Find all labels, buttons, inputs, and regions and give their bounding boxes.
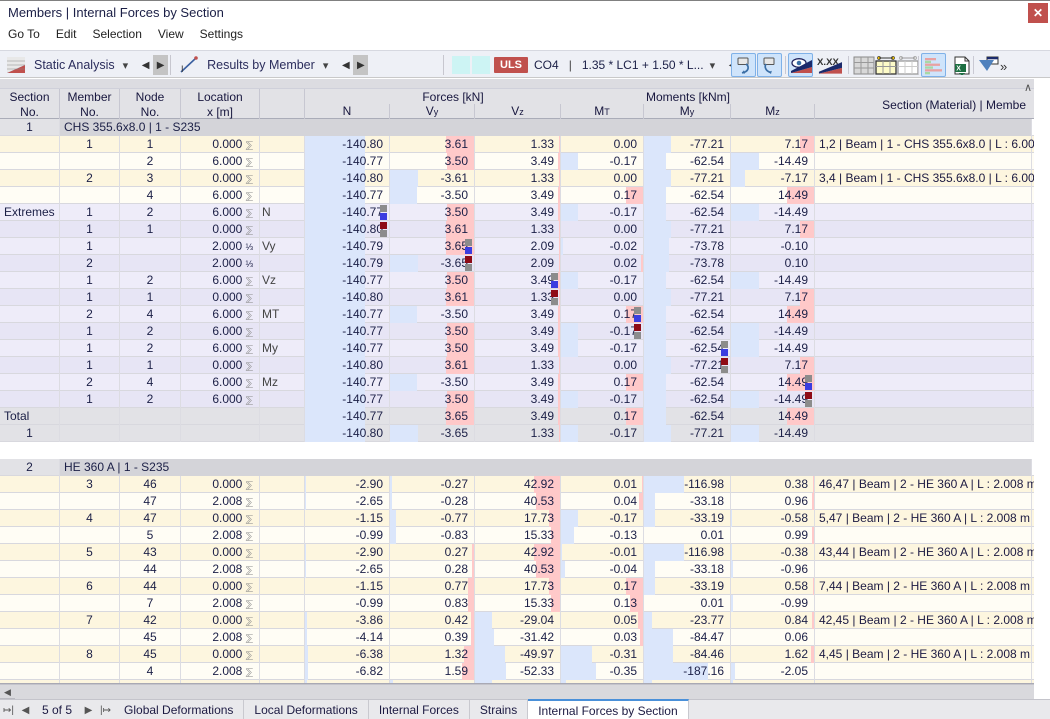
- svg-text:X: X: [956, 65, 961, 72]
- svg-text:I: I: [181, 64, 184, 74]
